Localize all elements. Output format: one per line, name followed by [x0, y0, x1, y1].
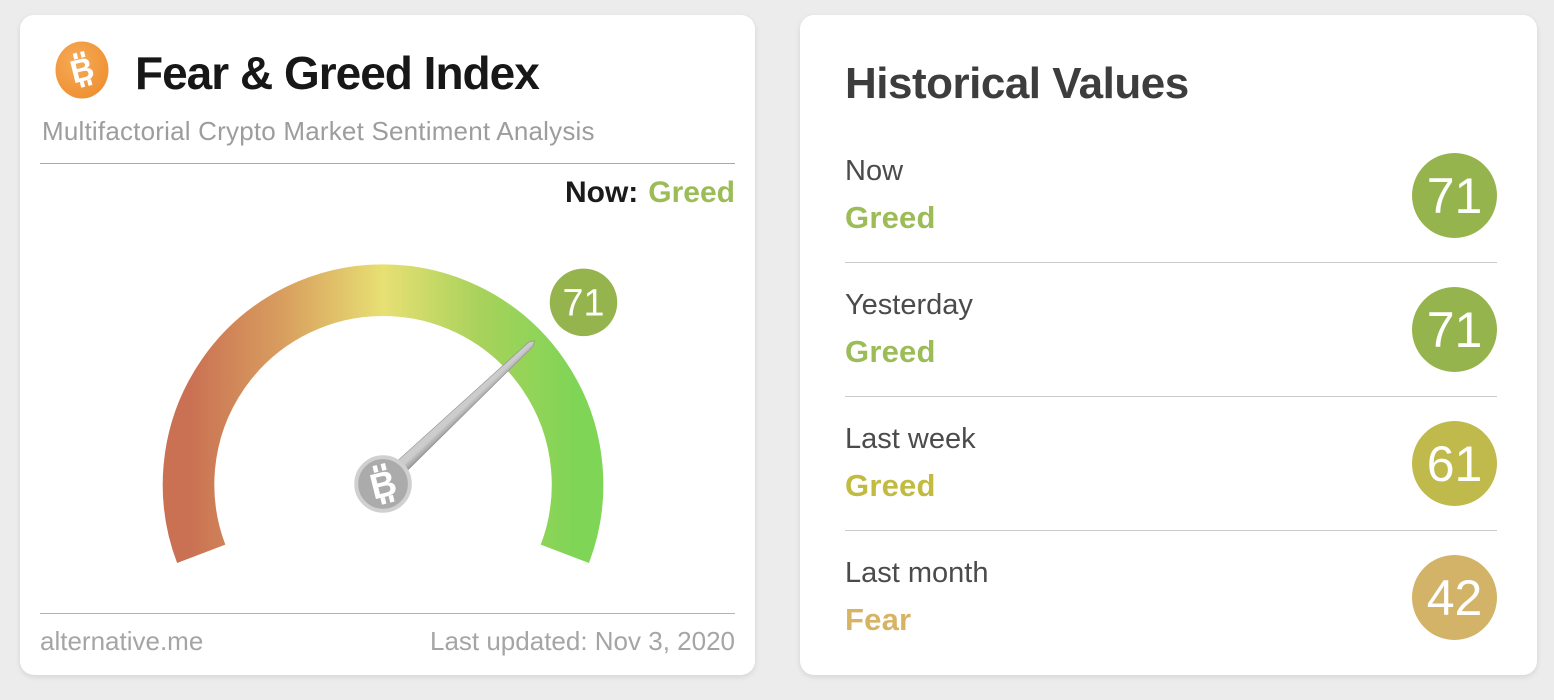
historical-row-last-week: Last week Greed 61: [845, 397, 1497, 531]
historical-row-text: Last week Greed: [845, 423, 976, 504]
row-classification: Fear: [845, 602, 912, 637]
value-badge: 42: [1412, 555, 1497, 640]
row-label: Last month: [845, 557, 989, 589]
index-card-subtitle: Multifactorial Crypto Market Sentiment A…: [42, 116, 595, 146]
row-label: Now: [845, 155, 904, 187]
historical-row-text: Last month Fear: [845, 557, 988, 638]
index-card-footer: alternative.me Last updated: Nov 3, 2020: [40, 613, 735, 659]
historical-row-last-month: Last month Fear 42: [845, 531, 1497, 664]
row-classification: Greed: [845, 334, 936, 369]
historical-row-text: Yesterday Greed: [845, 289, 973, 370]
footer-divider: [40, 613, 735, 614]
value-badge: 71: [1412, 287, 1497, 372]
index-card-header: B Fear & Greed Index: [55, 41, 735, 104]
header-divider: [40, 163, 735, 164]
gauge-arc: [162, 264, 604, 563]
now-classification: Greed: [648, 176, 735, 209]
historical-row-text: Now Greed: [845, 155, 936, 236]
historical-values-card: Historical Values Now Greed 71 Yesterday…: [800, 15, 1537, 675]
gauge-hub: B: [354, 455, 412, 513]
row-classification: Greed: [845, 200, 936, 235]
fear-greed-gauge: B 71: [162, 264, 618, 563]
now-label: Now:: [564, 176, 639, 209]
source-link[interactable]: alternative.me: [40, 626, 204, 656]
historical-row-now: Now Greed 71: [845, 129, 1497, 263]
index-card-title: Fear & Greed Index: [135, 46, 540, 99]
row-classification: Greed: [845, 468, 936, 503]
historical-values-title: Historical Values: [845, 59, 1189, 108]
historical-row-yesterday: Yesterday Greed 71: [845, 263, 1497, 397]
bitcoin-icon-svg: B: [55, 41, 109, 99]
gauge-value-badge: 71: [549, 268, 618, 337]
row-label: Yesterday: [845, 289, 973, 321]
bitcoin-icon: B: [55, 41, 109, 104]
gauge-value-text: 71: [563, 281, 605, 323]
now-line: Now: Greed: [40, 176, 735, 210]
row-label: Last week: [845, 423, 976, 455]
fear-greed-index-card: B Fear & Greed Index Multifactorial Cryp…: [20, 15, 755, 675]
value-badge: 61: [1412, 421, 1497, 506]
value-badge: 71: [1412, 153, 1497, 238]
last-updated-text: Last updated: Nov 3, 2020: [429, 626, 735, 656]
